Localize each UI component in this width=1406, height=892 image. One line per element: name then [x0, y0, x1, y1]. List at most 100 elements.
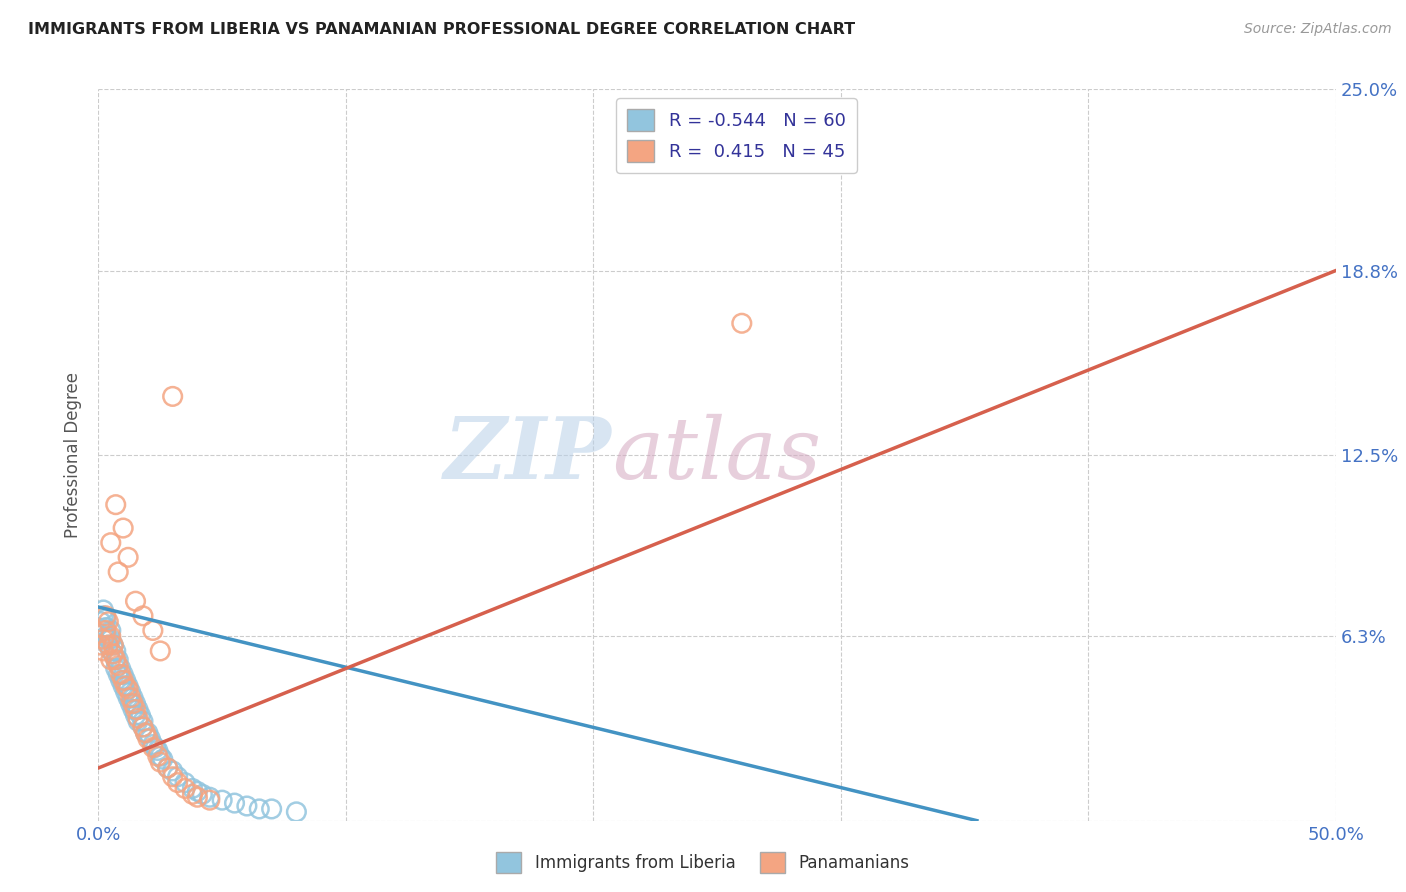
Point — [90, 638, 112, 652]
Point — [174, 775, 197, 789]
Point — [107, 653, 129, 667]
Point — [211, 793, 233, 807]
Point — [162, 764, 184, 778]
Point — [224, 796, 246, 810]
Text: ZIP: ZIP — [444, 413, 612, 497]
Legend: Immigrants from Liberia, Panamanians: Immigrants from Liberia, Panamanians — [489, 846, 917, 880]
Point — [166, 770, 188, 784]
Point — [112, 667, 135, 681]
Point — [247, 802, 270, 816]
Point — [191, 787, 214, 801]
Point — [104, 653, 127, 667]
Point — [127, 714, 149, 728]
Point — [166, 775, 188, 789]
Text: atlas: atlas — [612, 414, 821, 496]
Point — [114, 673, 136, 688]
Point — [162, 389, 184, 403]
Point — [103, 638, 125, 652]
Point — [93, 632, 115, 647]
Point — [103, 647, 125, 661]
Point — [143, 740, 166, 755]
Point — [100, 644, 122, 658]
Point — [117, 550, 139, 565]
Point — [122, 690, 145, 705]
Point — [127, 702, 149, 716]
Point — [103, 647, 125, 661]
Point — [174, 781, 197, 796]
Point — [124, 697, 146, 711]
Point — [107, 667, 129, 681]
Point — [139, 731, 162, 746]
Point — [100, 629, 122, 643]
Point — [132, 608, 155, 623]
Point — [186, 790, 208, 805]
Point — [100, 624, 122, 638]
Point — [149, 755, 172, 769]
Point — [117, 679, 139, 693]
Point — [181, 781, 204, 796]
Text: IMMIGRANTS FROM LIBERIA VS PANAMANIAN PROFESSIONAL DEGREE CORRELATION CHART: IMMIGRANTS FROM LIBERIA VS PANAMANIAN PR… — [28, 22, 855, 37]
Point — [107, 658, 129, 673]
Point — [132, 720, 155, 734]
Point — [97, 638, 120, 652]
Point — [142, 624, 165, 638]
Point — [94, 621, 117, 635]
Point — [103, 638, 125, 652]
Point — [93, 603, 115, 617]
Point — [94, 624, 117, 638]
Point — [104, 644, 127, 658]
Point — [129, 708, 152, 723]
Point — [236, 799, 259, 814]
Point — [127, 711, 149, 725]
Point — [104, 653, 127, 667]
Point — [146, 743, 169, 757]
Point — [162, 770, 184, 784]
Point — [149, 749, 172, 764]
Point — [156, 761, 179, 775]
Point — [94, 629, 117, 643]
Point — [134, 726, 156, 740]
Legend: R = -0.544   N = 60, R =  0.415   N = 45: R = -0.544 N = 60, R = 0.415 N = 45 — [616, 98, 856, 173]
Point — [181, 787, 204, 801]
Point — [93, 608, 115, 623]
Point — [110, 673, 132, 688]
Point — [94, 608, 117, 623]
Point — [124, 702, 146, 716]
Point — [731, 316, 754, 330]
Point — [114, 679, 136, 693]
Point — [97, 638, 120, 652]
Point — [156, 761, 179, 775]
Point — [117, 681, 139, 696]
Point — [134, 726, 156, 740]
Point — [97, 615, 120, 629]
Point — [112, 521, 135, 535]
Point — [120, 685, 142, 699]
Point — [152, 752, 174, 766]
Point — [104, 498, 127, 512]
Point — [122, 702, 145, 716]
Point — [198, 790, 221, 805]
Point — [100, 653, 122, 667]
Point — [107, 565, 129, 579]
Point — [93, 644, 115, 658]
Point — [112, 679, 135, 693]
Point — [132, 720, 155, 734]
Point — [132, 714, 155, 728]
Point — [90, 615, 112, 629]
Point — [198, 793, 221, 807]
Point — [93, 624, 115, 638]
Point — [110, 661, 132, 675]
Point — [110, 667, 132, 681]
Point — [122, 697, 145, 711]
Point — [104, 661, 127, 675]
Point — [94, 612, 117, 626]
Point — [97, 632, 120, 647]
Point — [120, 690, 142, 705]
Point — [146, 749, 169, 764]
Point — [136, 726, 159, 740]
Point — [120, 697, 142, 711]
Y-axis label: Professional Degree: Professional Degree — [65, 372, 83, 538]
Point — [142, 738, 165, 752]
Point — [117, 690, 139, 705]
Point — [100, 535, 122, 549]
